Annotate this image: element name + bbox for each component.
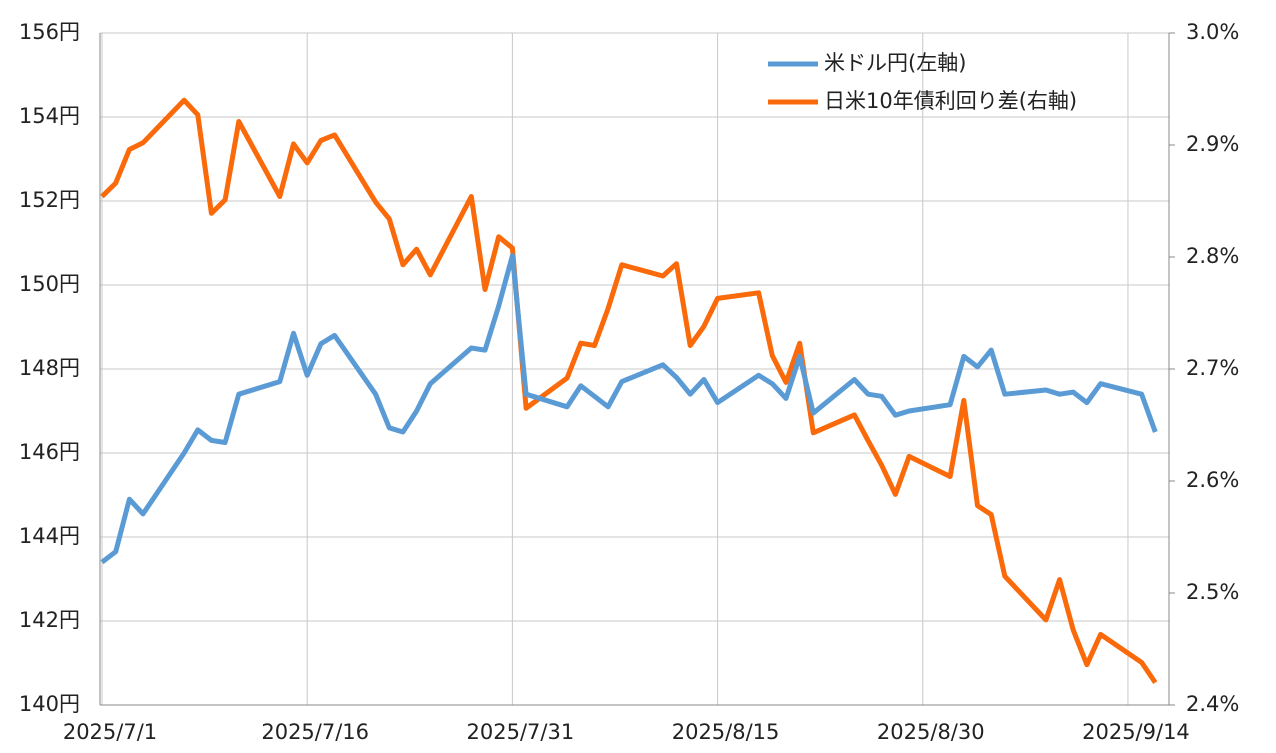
y-tick-label: 156円 bbox=[19, 20, 80, 44]
y-tick-label: 152円 bbox=[19, 188, 80, 212]
y2-tick-label: 2.8% bbox=[1186, 244, 1239, 268]
y-tick-label: 144円 bbox=[19, 524, 80, 548]
series-line bbox=[100, 253, 1158, 565]
x-tick-label: 2025/7/31 bbox=[467, 720, 575, 744]
x-tick-label: 2025/9/14 bbox=[1082, 720, 1190, 744]
y-tick-label: 154円 bbox=[19, 104, 80, 128]
x-tick-label: 2025/7/1 bbox=[63, 720, 157, 744]
y-tick-label: 142円 bbox=[19, 608, 80, 632]
y-tick-label: 148円 bbox=[19, 356, 80, 380]
y2-tick-label: 2.4% bbox=[1186, 692, 1239, 716]
y-tick-label: 150円 bbox=[19, 272, 80, 296]
legend-label: 日米10年債利回り差(右軸) bbox=[824, 89, 1077, 113]
legend-label: 米ドル円(左軸) bbox=[824, 51, 966, 75]
y2-tick-label: 2.9% bbox=[1186, 132, 1239, 156]
y-tick-label: 140円 bbox=[19, 692, 80, 716]
y2-tick-label: 2.6% bbox=[1186, 468, 1239, 492]
x-tick-label: 2025/8/30 bbox=[877, 720, 985, 744]
x-tick-label: 2025/8/15 bbox=[672, 720, 780, 744]
series-line bbox=[100, 97, 1158, 685]
y2-tick-label: 2.5% bbox=[1186, 580, 1239, 604]
x-tick-label: 2025/7/16 bbox=[261, 720, 369, 744]
y2-tick-label: 2.7% bbox=[1186, 356, 1239, 380]
y2-tick-label: 3.0% bbox=[1186, 20, 1239, 44]
y-tick-label: 146円 bbox=[19, 440, 80, 464]
